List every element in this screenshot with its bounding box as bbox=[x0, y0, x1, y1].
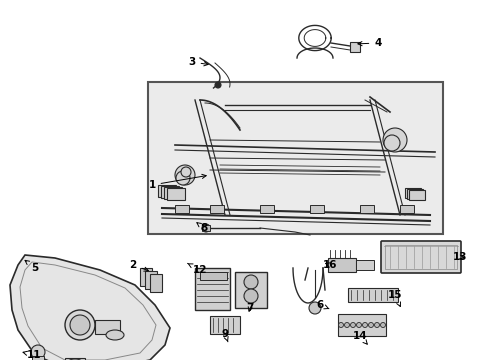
Bar bbox=[210, 316, 240, 334]
Text: 13: 13 bbox=[453, 252, 467, 262]
Text: 1: 1 bbox=[148, 174, 206, 190]
Text: 4: 4 bbox=[358, 38, 382, 48]
Bar bbox=[145, 271, 157, 289]
Circle shape bbox=[202, 224, 210, 232]
Text: 8: 8 bbox=[197, 222, 208, 233]
Bar bbox=[65, 358, 85, 360]
Bar bbox=[260, 205, 274, 213]
Circle shape bbox=[374, 323, 379, 328]
Circle shape bbox=[309, 302, 321, 314]
Text: 2: 2 bbox=[129, 260, 148, 271]
Circle shape bbox=[70, 315, 90, 335]
Bar bbox=[235, 272, 267, 308]
Text: 15: 15 bbox=[388, 290, 402, 306]
Polygon shape bbox=[10, 255, 170, 360]
Circle shape bbox=[384, 135, 400, 151]
Circle shape bbox=[368, 323, 373, 328]
Bar bbox=[409, 190, 425, 200]
Bar bbox=[310, 205, 324, 213]
Circle shape bbox=[215, 82, 221, 88]
Bar bbox=[356, 260, 374, 270]
Circle shape bbox=[244, 289, 258, 303]
FancyBboxPatch shape bbox=[381, 241, 461, 273]
Text: 10: 10 bbox=[0, 359, 1, 360]
Text: 9: 9 bbox=[221, 329, 228, 342]
Bar bbox=[150, 274, 162, 292]
Bar bbox=[161, 186, 179, 198]
Bar bbox=[400, 205, 414, 213]
Bar bbox=[140, 268, 152, 286]
Bar bbox=[167, 188, 185, 200]
Bar bbox=[164, 187, 182, 199]
Circle shape bbox=[175, 165, 195, 185]
Circle shape bbox=[31, 345, 45, 359]
Text: 11: 11 bbox=[23, 350, 41, 360]
Bar bbox=[148, 82, 443, 234]
Circle shape bbox=[65, 310, 95, 340]
Circle shape bbox=[363, 323, 368, 328]
Text: 5: 5 bbox=[25, 260, 39, 273]
Ellipse shape bbox=[106, 330, 124, 340]
Circle shape bbox=[350, 323, 356, 328]
Bar bbox=[210, 205, 224, 213]
Bar bbox=[338, 314, 386, 336]
Circle shape bbox=[357, 323, 362, 328]
Bar bbox=[405, 188, 421, 198]
Circle shape bbox=[181, 167, 191, 177]
Circle shape bbox=[383, 128, 407, 152]
Bar bbox=[175, 205, 189, 213]
Bar bbox=[360, 205, 374, 213]
Circle shape bbox=[176, 171, 190, 185]
Text: 3: 3 bbox=[188, 57, 208, 67]
Text: 12: 12 bbox=[188, 264, 207, 275]
Circle shape bbox=[244, 275, 258, 289]
Text: 7: 7 bbox=[246, 303, 254, 313]
Bar bbox=[95, 320, 120, 334]
Text: 14: 14 bbox=[353, 331, 368, 344]
Bar bbox=[385, 245, 457, 269]
Bar bbox=[348, 288, 398, 302]
Bar bbox=[195, 268, 230, 310]
Bar bbox=[32, 356, 44, 360]
Bar bbox=[202, 225, 210, 231]
Text: 16: 16 bbox=[323, 260, 337, 270]
Circle shape bbox=[344, 323, 349, 328]
Bar bbox=[200, 272, 227, 280]
Text: 6: 6 bbox=[317, 300, 329, 310]
Bar bbox=[350, 42, 360, 52]
Circle shape bbox=[381, 323, 386, 328]
Bar bbox=[328, 258, 356, 272]
Bar bbox=[407, 189, 423, 199]
Bar bbox=[158, 185, 176, 197]
Circle shape bbox=[339, 323, 343, 328]
